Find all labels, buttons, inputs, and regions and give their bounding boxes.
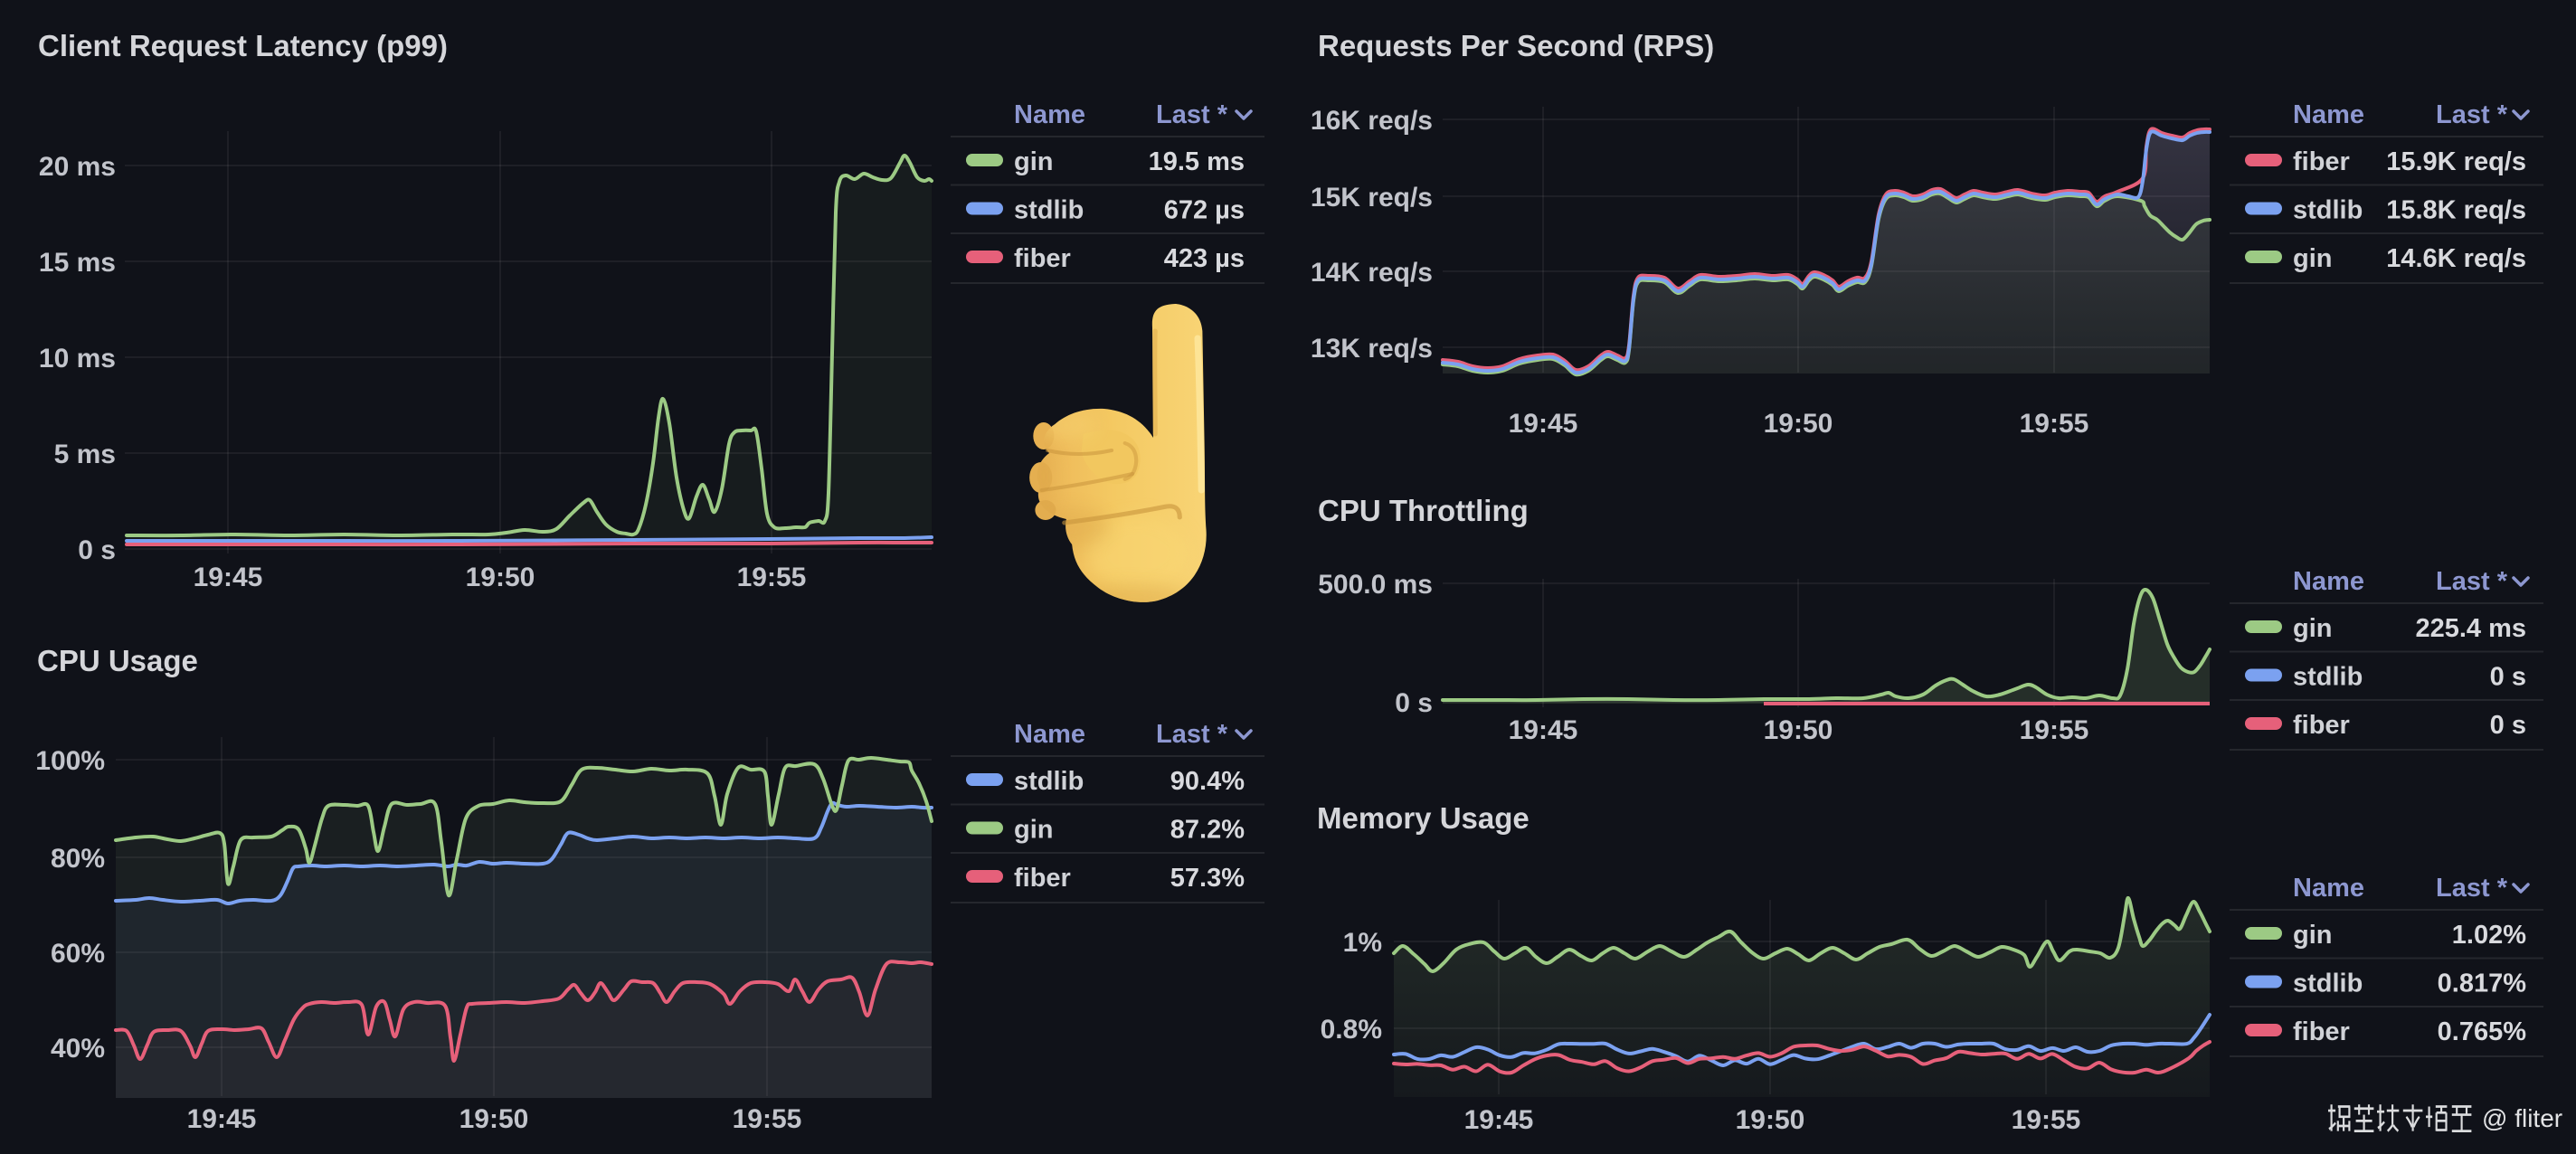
svg-text:Requests Per Second (RPS): Requests Per Second (RPS) xyxy=(1318,29,1714,62)
svg-text:10 ms: 10 ms xyxy=(39,344,116,374)
svg-text:0 s: 0 s xyxy=(78,535,116,565)
svg-text:stdlib: stdlib xyxy=(1014,767,1084,796)
svg-text:Memory Usage: Memory Usage xyxy=(1317,801,1530,835)
svg-text:60%: 60% xyxy=(51,939,105,969)
svg-text:Name: Name xyxy=(2293,874,2364,903)
svg-text:gin: gin xyxy=(1014,147,1054,176)
svg-text:Last *: Last * xyxy=(2436,874,2508,903)
svg-text:90.4%: 90.4% xyxy=(1170,767,1245,796)
svg-text:Name: Name xyxy=(2293,567,2364,596)
svg-text:14.6K req/s: 14.6K req/s xyxy=(2386,244,2526,273)
svg-text:19.5 ms: 19.5 ms xyxy=(1149,147,1245,176)
svg-text:0.8%: 0.8% xyxy=(1321,1015,1382,1045)
svg-text:Last *: Last * xyxy=(1156,720,1228,749)
svg-text:19:50: 19:50 xyxy=(1764,715,1833,745)
svg-text:Client Request Latency (p99): Client Request Latency (p99) xyxy=(38,29,448,62)
svg-text:19:55: 19:55 xyxy=(2020,409,2089,439)
svg-text:Last *: Last * xyxy=(2436,100,2508,129)
svg-text:5 ms: 5 ms xyxy=(54,440,116,469)
svg-text:19:55: 19:55 xyxy=(737,563,807,592)
svg-text:stdlib: stdlib xyxy=(1014,196,1084,225)
svg-text:fiber: fiber xyxy=(1014,244,1071,273)
svg-text:19:45: 19:45 xyxy=(1464,1105,1534,1135)
svg-text:gin: gin xyxy=(2293,614,2333,643)
svg-text:0 s: 0 s xyxy=(2490,663,2526,692)
svg-text:15.9K req/s: 15.9K req/s xyxy=(2386,147,2526,176)
svg-text:Last *: Last * xyxy=(1156,100,1228,129)
svg-text:87.2%: 87.2% xyxy=(1170,816,1245,845)
svg-text:40%: 40% xyxy=(51,1034,105,1064)
svg-text:15.8K req/s: 15.8K req/s xyxy=(2386,196,2526,225)
svg-text:14K req/s: 14K req/s xyxy=(1311,258,1433,288)
svg-text:80%: 80% xyxy=(51,844,105,874)
svg-text:stdlib: stdlib xyxy=(2293,970,2363,998)
svg-text:423 µs: 423 µs xyxy=(1164,244,1245,273)
svg-text:500.0 ms: 500.0 ms xyxy=(1318,570,1433,600)
svg-text:19:45: 19:45 xyxy=(187,1104,257,1134)
svg-text:672 µs: 672 µs xyxy=(1164,196,1245,225)
svg-text:225.4 ms: 225.4 ms xyxy=(2415,614,2526,643)
svg-text:0.765%: 0.765% xyxy=(2438,1017,2527,1046)
svg-text:15K req/s: 15K req/s xyxy=(1311,183,1433,213)
svg-text:19:45: 19:45 xyxy=(1509,715,1578,745)
svg-text:CPU Usage: CPU Usage xyxy=(37,644,198,677)
svg-text:0 s: 0 s xyxy=(2490,711,2526,740)
svg-text:16K req/s: 16K req/s xyxy=(1311,106,1433,136)
svg-text:19:55: 19:55 xyxy=(2012,1105,2081,1135)
svg-text:19:50: 19:50 xyxy=(466,563,535,592)
svg-text:57.3%: 57.3% xyxy=(1170,864,1245,893)
svg-text:Name: Name xyxy=(2293,100,2364,129)
svg-text:Name: Name xyxy=(1014,720,1085,749)
svg-text:13K req/s: 13K req/s xyxy=(1311,334,1433,364)
svg-text:100%: 100% xyxy=(35,746,105,776)
svg-text:19:50: 19:50 xyxy=(1736,1105,1805,1135)
svg-text:20 ms: 20 ms xyxy=(39,152,116,182)
svg-text:gin: gin xyxy=(2293,244,2333,273)
svg-text:fiber: fiber xyxy=(2293,711,2350,740)
svg-text:@ fliter: @ fliter xyxy=(2482,1104,2562,1132)
svg-text:Name: Name xyxy=(1014,100,1085,129)
svg-text:0 s: 0 s xyxy=(1395,688,1433,718)
svg-text:19:50: 19:50 xyxy=(459,1104,529,1134)
svg-text:0.817%: 0.817% xyxy=(2438,970,2527,998)
svg-text:gin: gin xyxy=(1014,816,1054,845)
svg-text:19:55: 19:55 xyxy=(733,1104,802,1134)
svg-text:15 ms: 15 ms xyxy=(39,248,116,278)
svg-text:Last *: Last * xyxy=(2436,567,2508,596)
svg-text:fiber: fiber xyxy=(1014,864,1071,893)
svg-text:CPU Throttling: CPU Throttling xyxy=(1318,494,1529,527)
svg-text:1%: 1% xyxy=(1343,928,1382,958)
svg-text:19:50: 19:50 xyxy=(1764,409,1833,439)
svg-text:19:45: 19:45 xyxy=(194,563,263,592)
svg-text:stdlib: stdlib xyxy=(2293,663,2363,692)
svg-text:1.02%: 1.02% xyxy=(2452,921,2526,950)
svg-text:fiber: fiber xyxy=(2293,147,2350,176)
svg-text:stdlib: stdlib xyxy=(2293,196,2363,225)
svg-text:19:55: 19:55 xyxy=(2020,715,2089,745)
svg-text:fiber: fiber xyxy=(2293,1017,2350,1046)
svg-text:19:45: 19:45 xyxy=(1509,409,1578,439)
svg-text:gin: gin xyxy=(2293,921,2333,950)
